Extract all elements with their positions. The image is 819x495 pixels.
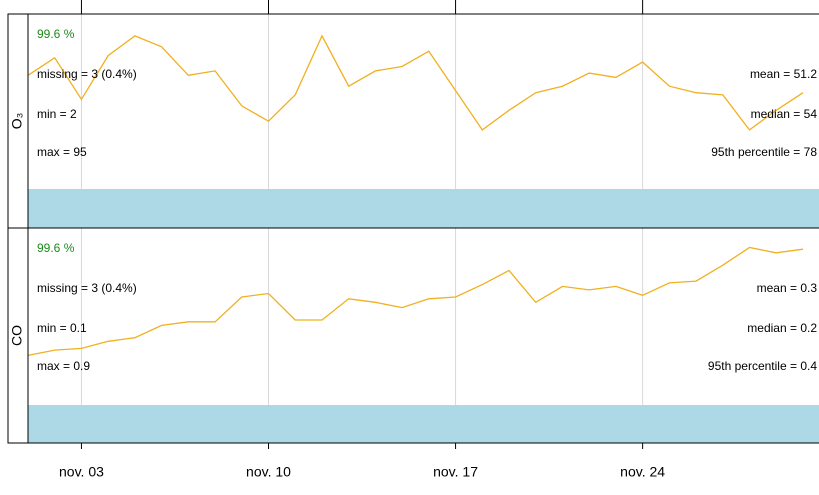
stat-missing: missing = 3 (0.4%)	[37, 281, 137, 295]
stat-max: max = 0.9	[37, 359, 90, 373]
band	[28, 189, 819, 228]
stat-min: min = 0.1	[37, 321, 87, 335]
y-label: O₃	[9, 113, 25, 130]
x-tick-label: nov. 17	[433, 464, 478, 480]
strip	[7, 227, 29, 444]
stat-mean: mean = 51.2	[750, 67, 817, 81]
stat-median: median = 0.2	[747, 321, 817, 335]
y-label: CO	[9, 325, 25, 346]
x-tick-label: nov. 24	[620, 464, 665, 480]
stat-missing: missing = 3 (0.4%)	[37, 67, 137, 81]
data-line	[27, 246, 804, 357]
stat-p95: 95th percentile = 78	[711, 145, 817, 159]
stat-p95: 95th percentile = 0.4	[708, 359, 817, 373]
stat-percent: 99.6 %	[37, 27, 75, 41]
stat-percent: 99.6 %	[37, 241, 75, 255]
stat-mean: mean = 0.3	[757, 281, 818, 295]
stat-max: max = 95	[37, 145, 87, 159]
band	[28, 405, 819, 443]
stat-median: median = 54	[751, 107, 818, 121]
x-tick-label: nov. 10	[246, 464, 291, 480]
data-line	[27, 34, 804, 131]
stat-min: min = 2	[37, 107, 77, 121]
x-tick-label: nov. 03	[59, 464, 104, 480]
